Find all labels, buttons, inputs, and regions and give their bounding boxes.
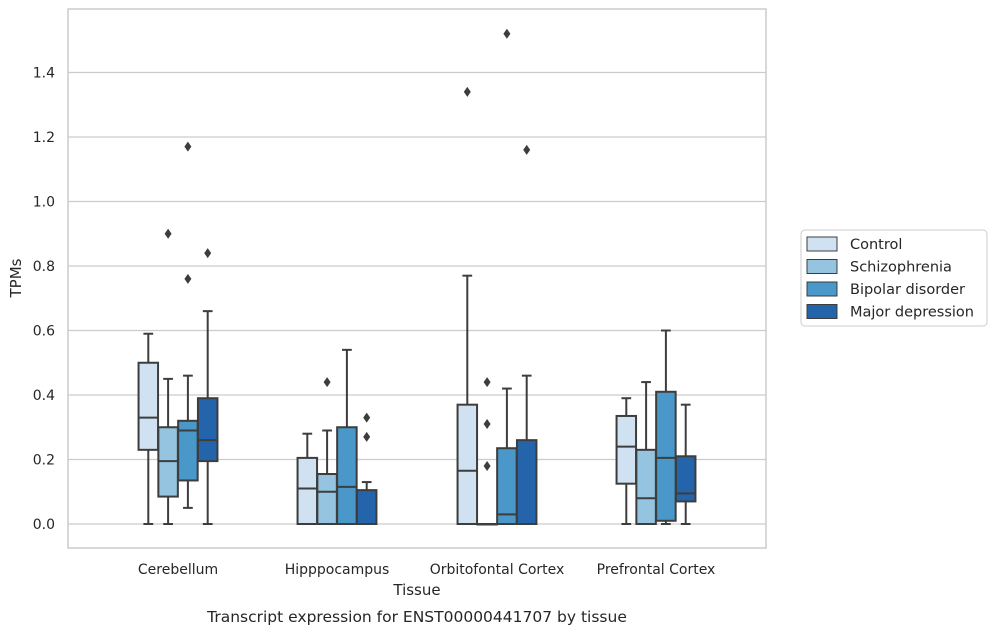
legend-label: Major depression: [850, 305, 974, 321]
iqr-box: [456, 403, 479, 525]
box: [635, 381, 657, 526]
legend: Control Schizophrenia Bipolar disorder Majo…: [800, 229, 988, 327]
iqr-box: [316, 473, 338, 526]
legend-swatch: [806, 259, 838, 274]
iqr-box: [655, 390, 677, 522]
y-tick-label: 0.2: [33, 453, 55, 469]
x-tick-label: Cerebellum: [138, 562, 218, 578]
y-tick-label: 1.2: [33, 130, 55, 146]
outlier-point: [363, 431, 371, 442]
legend-swatch: [806, 236, 838, 252]
outlier-point: [204, 248, 212, 259]
box: [355, 412, 378, 526]
box: [476, 377, 498, 526]
outlier-point: [483, 377, 491, 388]
box: [515, 144, 538, 525]
y-tick-label: 0.8: [33, 259, 55, 275]
y-tick-label: 0.0: [33, 517, 55, 533]
iqr-box: [296, 456, 319, 526]
box: [496, 28, 518, 525]
y-tick-label: 0.4: [33, 388, 55, 404]
box: [316, 377, 338, 526]
x-tick-label: Prefrontal Cortex: [597, 562, 716, 578]
outlier-point: [463, 86, 471, 97]
legend-swatch: [806, 281, 838, 297]
y-axis-ticks: 0.0 0.2 0.4 0.6 0.8 1.0 1.2 1.4: [33, 66, 55, 534]
outlier-point: [164, 228, 172, 239]
y-tick-label: 1.0: [33, 195, 55, 211]
box: [196, 248, 219, 525]
iqr-box: [137, 361, 160, 451]
box: [456, 86, 479, 525]
legend-label: Bipolar disorder: [850, 282, 965, 298]
iqr-box: [635, 448, 657, 526]
box: [296, 432, 319, 526]
iqr-box: [615, 414, 638, 485]
boxes-layer: [137, 28, 697, 526]
x-axis-label: Tissue: [392, 581, 440, 599]
y-tick-label: 0.6: [33, 324, 55, 340]
box: [177, 141, 199, 509]
box: [615, 397, 638, 525]
iqr-box: [515, 439, 538, 525]
iqr-box: [355, 489, 378, 526]
box: [336, 348, 358, 525]
legend-swatch: [806, 304, 838, 319]
plot-area: [67, 8, 767, 549]
iqr-box: [336, 426, 358, 525]
legend-label: Control: [850, 237, 902, 253]
outlier-point: [184, 273, 192, 284]
x-tick-label: Orbitofontal Cortex: [430, 562, 565, 578]
box: [157, 228, 179, 525]
chart-caption: Transcript expression for ENST0000044170…: [206, 608, 627, 626]
outlier-point: [363, 412, 371, 423]
legend-label: Schizophrenia: [850, 260, 952, 276]
outlier-point: [483, 419, 491, 430]
iqr-box: [196, 397, 219, 463]
box: [674, 403, 697, 525]
outlier-point: [483, 460, 491, 471]
outlier-point: [184, 141, 192, 152]
y-tick-label: 1.4: [33, 66, 55, 82]
iqr-box: [674, 455, 697, 503]
outlier-point: [503, 28, 511, 39]
x-tick-label: Hipppocampus: [285, 562, 390, 578]
legend-frame: [800, 229, 988, 327]
y-axis-label: TPMs: [7, 258, 25, 298]
box: [655, 329, 677, 525]
outlier-point: [523, 144, 531, 155]
x-axis-ticks: Cerebellum Hipppocampus Orbitofontal Corte…: [138, 562, 715, 578]
box: [137, 332, 160, 525]
iqr-box: [496, 447, 518, 525]
outlier-point: [323, 377, 331, 388]
